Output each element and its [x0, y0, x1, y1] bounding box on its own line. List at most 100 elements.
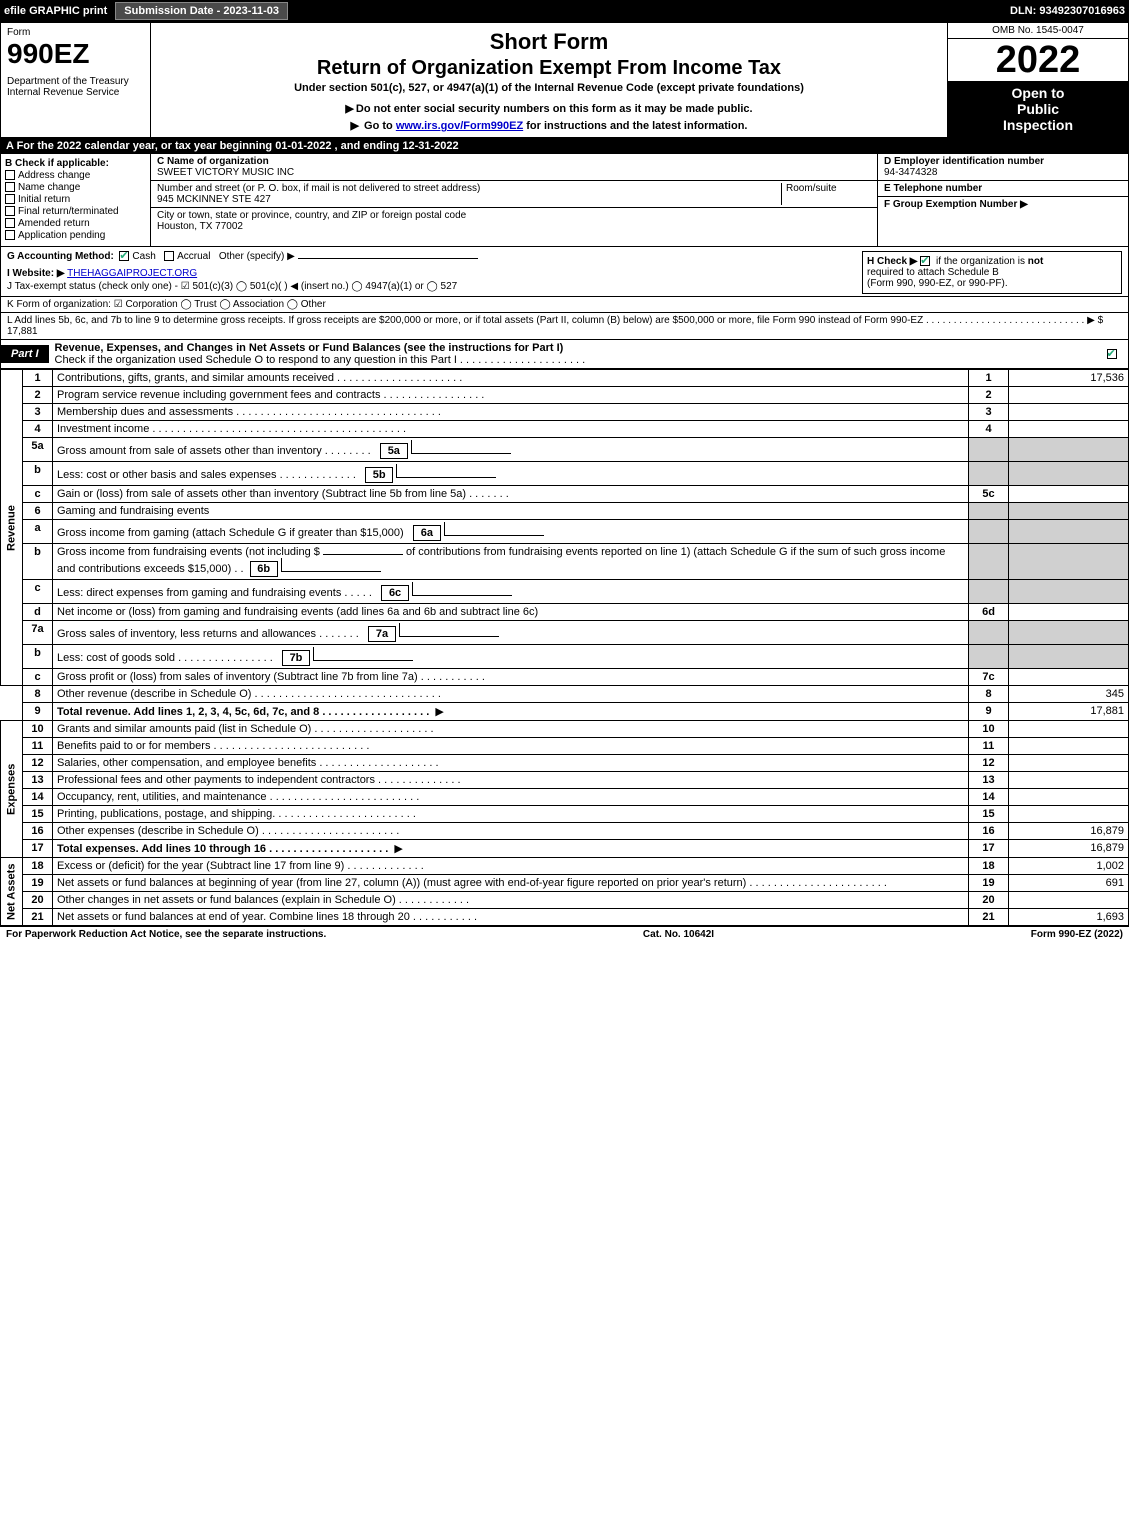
part1-checkbox[interactable]	[1098, 348, 1128, 360]
city-cell: City or town, state or province, country…	[151, 208, 877, 234]
chk-address-change[interactable]: Address change	[5, 170, 146, 181]
col-b-title: B Check if applicable:	[5, 158, 146, 169]
n21: 21	[23, 909, 53, 926]
org-name-cell: C Name of organization SWEET VICTORY MUS…	[151, 154, 877, 181]
ln5c: 5c	[969, 486, 1009, 503]
n6b: b	[23, 544, 53, 580]
t6a: Gross income from gaming (attach Schedul…	[53, 520, 969, 544]
t5a: Gross amount from sale of assets other t…	[53, 438, 969, 462]
amt20	[1009, 892, 1129, 909]
part1-grid: Revenue 1 Contributions, gifts, grants, …	[0, 369, 1129, 926]
under-section-text: Under section 501(c), 527, or 4947(a)(1)…	[157, 82, 941, 94]
chk-accrual[interactable]	[164, 251, 174, 261]
n2: 2	[23, 387, 53, 404]
chk-amended-return[interactable]: Amended return	[5, 218, 146, 229]
ln5a-grey	[969, 438, 1009, 462]
goto-prefix: Go to	[364, 120, 396, 132]
form-label: Form	[7, 27, 144, 38]
t8: Other revenue (describe in Schedule O) .…	[53, 686, 969, 703]
ln6b-grey	[969, 544, 1009, 580]
col-c: C Name of organization SWEET VICTORY MUS…	[151, 154, 878, 246]
form-header-left: Form 990EZ Department of the Treasury In…	[1, 23, 151, 137]
t7a: Gross sales of inventory, less returns a…	[53, 621, 969, 645]
n10: 10	[23, 721, 53, 738]
n6: 6	[23, 503, 53, 520]
chk-h[interactable]	[920, 256, 930, 266]
efile-print-label[interactable]: efile GRAPHIC print	[4, 5, 107, 17]
ln17: 17	[969, 840, 1009, 858]
row-h-box: H Check ▶ if the organization is not req…	[862, 251, 1122, 294]
chk-cash[interactable]	[119, 251, 129, 261]
amt15	[1009, 806, 1129, 823]
ln19: 19	[969, 875, 1009, 892]
chk-initial-return[interactable]: Initial return	[5, 194, 146, 205]
chk-name-change[interactable]: Name change	[5, 182, 146, 193]
amt11	[1009, 738, 1129, 755]
h-text1: if the organization is	[936, 256, 1028, 267]
room-suite-label: Room/suite	[781, 183, 871, 205]
section-ghij: G Accounting Method: Cash Accrual Other …	[0, 247, 1129, 297]
amt18: 1,002	[1009, 858, 1129, 875]
open-line-1: Open to	[952, 85, 1124, 101]
form-header: Form 990EZ Department of the Treasury In…	[0, 22, 1129, 138]
ln5b-grey	[969, 462, 1009, 486]
telephone-label: E Telephone number	[884, 183, 1122, 194]
row-k: K Form of organization: ☑ Corporation ◯ …	[0, 297, 1129, 313]
ein-cell: D Employer identification number 94-3474…	[878, 154, 1128, 181]
amt17: 16,879	[1009, 840, 1129, 858]
l-value: 17,881	[7, 326, 38, 337]
amt6b-grey	[1009, 544, 1129, 580]
ln21: 21	[969, 909, 1009, 926]
form-number: 990EZ	[7, 38, 144, 70]
amt3	[1009, 404, 1129, 421]
ln13: 13	[969, 772, 1009, 789]
t1: Contributions, gifts, grants, and simila…	[53, 370, 969, 387]
ln10: 10	[969, 721, 1009, 738]
t16: Other expenses (describe in Schedule O) …	[53, 823, 969, 840]
top-bar: efile GRAPHIC print Submission Date - 20…	[0, 0, 1129, 22]
n17: 17	[23, 840, 53, 858]
footer-mid: Cat. No. 10642I	[643, 929, 714, 940]
footer-left: For Paperwork Reduction Act Notice, see …	[6, 929, 326, 940]
h-text3: (Form 990, 990-EZ, or 990-PF).	[867, 278, 1117, 289]
row-l: L Add lines 5b, 6c, and 7b to line 9 to …	[0, 313, 1129, 340]
n6c: c	[23, 580, 53, 604]
chk-final-return[interactable]: Final return/terminated	[5, 206, 146, 217]
n7a: 7a	[23, 621, 53, 645]
n5b: b	[23, 462, 53, 486]
t5c: Gain or (loss) from sale of assets other…	[53, 486, 969, 503]
side-revenue: Revenue	[1, 370, 23, 686]
amt5a-grey	[1009, 438, 1129, 462]
chk-application-pending[interactable]: Application pending	[5, 230, 146, 241]
irs-link[interactable]: www.irs.gov/Form990EZ	[396, 120, 523, 132]
group-exemption-label: F Group Exemption Number ▶	[884, 199, 1122, 210]
amt10	[1009, 721, 1129, 738]
ln16: 16	[969, 823, 1009, 840]
t6b: Gross income from fundraising events (no…	[53, 544, 969, 580]
ln7a-grey	[969, 621, 1009, 645]
ln6d: 6d	[969, 604, 1009, 621]
omb-number: OMB No. 1545-0047	[948, 23, 1128, 39]
org-name-value: SWEET VICTORY MUSIC INC	[157, 167, 871, 178]
website-link[interactable]: THEHAGGAIPROJECT.ORG	[67, 268, 197, 279]
amt14	[1009, 789, 1129, 806]
n14: 14	[23, 789, 53, 806]
street-label: Number and street (or P. O. box, if mail…	[157, 183, 781, 194]
city-label: City or town, state or province, country…	[157, 210, 871, 221]
main-title: Return of Organization Exempt From Incom…	[157, 57, 941, 80]
open-line-3: Inspection	[952, 117, 1124, 133]
n8: 8	[23, 686, 53, 703]
top-bar-left: efile GRAPHIC print Submission Date - 20…	[4, 2, 288, 20]
n16: 16	[23, 823, 53, 840]
ln9: 9	[969, 703, 1009, 721]
t9: Total revenue. Add lines 1, 2, 3, 4, 5c,…	[53, 703, 969, 721]
amt16: 16,879	[1009, 823, 1129, 840]
part1-title-text: Revenue, Expenses, and Changes in Net As…	[55, 342, 564, 354]
side-netassets: Net Assets	[1, 858, 23, 926]
t10: Grants and similar amounts paid (list in…	[53, 721, 969, 738]
n7b: b	[23, 645, 53, 669]
street-value: 945 MCKINNEY STE 427	[157, 194, 781, 205]
ln15: 15	[969, 806, 1009, 823]
t21: Net assets or fund balances at end of ye…	[53, 909, 969, 926]
t3: Membership dues and assessments . . . . …	[53, 404, 969, 421]
